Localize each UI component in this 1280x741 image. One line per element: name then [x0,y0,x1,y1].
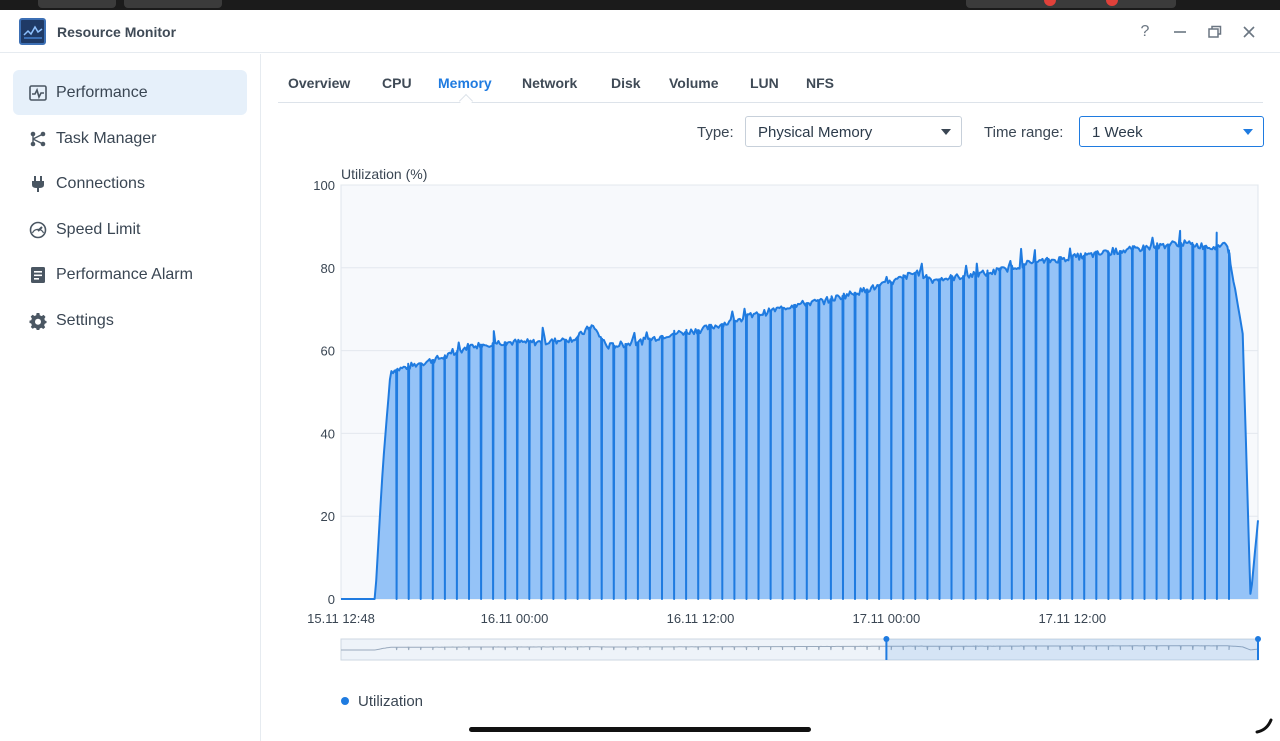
chevron-down-icon [941,129,951,135]
y-tick-label: 100 [313,178,335,193]
type-select-value: Physical Memory [758,124,873,141]
restore-icon[interactable] [1204,21,1226,43]
utilization-area [341,230,1258,599]
tab-memory[interactable]: Memory [438,75,492,91]
home-indicator [469,727,811,732]
tab-overview[interactable]: Overview [288,75,351,91]
sidebar-item-label: Task Manager [56,130,157,147]
range-handle-knob [883,636,890,642]
y-tick-label: 40 [321,426,335,441]
app-title: Resource Monitor [57,24,177,40]
sidebar-item-connections[interactable]: Connections [13,161,247,206]
x-tick-label: 16.11 00:00 [481,611,549,626]
plug-icon [32,176,44,192]
notification-dot [1106,0,1118,6]
sidebar-item-speed-limit[interactable]: Speed Limit [13,207,247,252]
chevron-down-icon [1243,129,1253,135]
active-tab-indicator [458,93,474,109]
gear-icon [29,313,47,330]
sidebar-item-settings[interactable]: Settings [13,298,247,343]
legend-label: Utilization [358,693,424,710]
tab-nfs[interactable]: NFS [806,75,834,91]
sidebar: Performance Task Manager Connections Spe… [0,54,261,741]
background-tab [124,0,222,8]
utilization-line [341,229,1259,600]
tab-network[interactable]: Network [522,75,578,91]
sidebar-item-performance[interactable]: Performance [13,70,247,115]
sidebar-item-label: Performance Alarm [56,266,193,283]
sidebar-item-label: Speed Limit [56,221,141,238]
background-tab [966,0,1176,8]
y-tick-label: 20 [321,509,335,524]
tab-bar: Overview CPU Memory Network Disk Volume … [278,74,1263,109]
x-tick-label: 15.11 12:48 [307,611,375,626]
navigator-line [341,644,1259,651]
type-select[interactable]: Physical Memory [745,116,962,147]
title-bar: Resource Monitor ? [0,10,1280,53]
task-manager-icon [30,131,46,147]
time-range-select-value: 1 Week [1092,124,1143,141]
y-axis-title: Utilization (%) [341,166,427,182]
utilization-chart: 0 20 40 60 80 100 Utilization (%) 15.11 12:48 16… [307,166,1261,661]
y-tick-label: 80 [321,261,335,276]
x-tick-label: 17.11 12:00 [1038,611,1106,626]
tab-volume[interactable]: Volume [669,75,719,91]
sidebar-item-label: Performance [56,84,148,101]
tab-cpu[interactable]: CPU [382,75,412,91]
sidebar-item-label: Connections [56,175,145,192]
range-selection [886,639,1258,660]
alarm-icon [31,267,45,283]
time-range-select[interactable]: 1 Week [1079,116,1264,147]
tab-lun[interactable]: LUN [750,75,779,91]
sidebar-item-label: Settings [56,312,114,329]
performance-icon [29,85,47,101]
minimize-icon[interactable] [1169,21,1191,43]
top-strip [0,0,1280,10]
y-tick-label: 0 [328,592,335,607]
legend-marker [341,697,349,705]
x-tick-label: 16.11 12:00 [667,611,735,626]
x-tick-label: 17.11 00:00 [853,611,921,626]
time-range-label: Time range: [984,124,1064,141]
sidebar-item-task-manager[interactable]: Task Manager [13,116,247,161]
resize-handle-icon[interactable] [1255,716,1275,736]
background-tab [38,0,116,8]
y-tick-label: 60 [321,344,335,359]
range-handle-knob [1255,636,1261,642]
type-label: Type: [697,124,734,141]
tab-disk[interactable]: Disk [611,75,641,91]
help-icon[interactable]: ? [1140,23,1150,40]
speedometer-icon [29,221,47,239]
close-icon[interactable] [1238,21,1260,43]
sidebar-item-performance-alarm[interactable]: Performance Alarm [13,252,247,297]
resource-monitor-app-icon [19,18,46,45]
notification-dot [1044,0,1056,6]
